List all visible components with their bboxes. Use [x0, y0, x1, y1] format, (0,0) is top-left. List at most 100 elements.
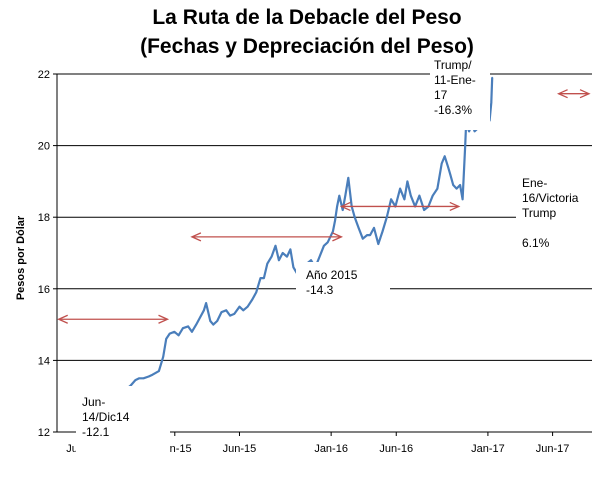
- data-point-17: [182, 327, 184, 330]
- arrow-head-left: [190, 232, 202, 242]
- arrow-head-left: [57, 314, 68, 324]
- data-point-66: [369, 234, 371, 236]
- chart-subtitle: (Fechas y Depreciación del Peso): [140, 35, 474, 58]
- data-point-40: [274, 245, 277, 247]
- data-point-85: [447, 166, 449, 168]
- data-point-62: [353, 216, 356, 218]
- data-point-54: [332, 230, 334, 233]
- data-point-73: [399, 187, 401, 190]
- y-tick-label-12: 12: [38, 427, 50, 439]
- data-point-22: [203, 309, 205, 312]
- data-point-25: [212, 323, 215, 326]
- data-point-42: [281, 252, 284, 254]
- data-point-36: [259, 277, 262, 279]
- data-point-79: [423, 209, 425, 211]
- double-arrow-3: [556, 89, 591, 99]
- chart-title: La Ruta de la Debacle del Peso: [152, 6, 462, 29]
- data-point-69: [381, 230, 384, 233]
- data-point-29: [229, 314, 231, 317]
- data-point-49: [310, 259, 312, 262]
- data-point-71: [390, 198, 392, 201]
- data-point-9: [147, 375, 150, 378]
- data-point-10: [151, 373, 154, 376]
- y-tick-label-18: 18: [38, 212, 50, 224]
- arrow-head-right: [579, 89, 591, 99]
- data-point-84: [443, 155, 446, 158]
- data-point-76: [410, 194, 412, 197]
- y-tick-label-14: 14: [38, 355, 50, 367]
- data-point-60: [347, 177, 350, 179]
- data-point-65: [366, 234, 368, 236]
- y-tick-label-16: 16: [38, 284, 50, 296]
- data-point-26: [216, 320, 218, 322]
- data-point-13: [165, 338, 167, 340]
- data-point-82: [436, 187, 439, 190]
- y-axis-label: Pesos por Dólar: [15, 215, 27, 300]
- data-point-52: [323, 245, 325, 247]
- series-line-0: [108, 77, 494, 396]
- data-point-39: [270, 255, 273, 258]
- data-point-15: [173, 331, 176, 333]
- y-tick-label-22: 22: [38, 69, 50, 81]
- data-point-67: [373, 227, 375, 229]
- data-point-100: [490, 101, 493, 104]
- arrow-head-right: [332, 232, 344, 242]
- data-point-18: [187, 325, 189, 328]
- gridlines: [57, 73, 592, 361]
- data-point-34: [251, 298, 254, 301]
- data-point-68: [377, 243, 380, 245]
- annotation-trump-11ene17: Trump/ 11-Ene- 17 -16.3%: [430, 58, 490, 130]
- data-point-41: [278, 259, 280, 262]
- data-point-89: [459, 184, 461, 186]
- data-point-87: [452, 184, 455, 186]
- data-point-23: [205, 302, 207, 304]
- data-point-44: [289, 248, 292, 251]
- arrows-group: [57, 89, 591, 324]
- data-point-59: [344, 194, 347, 197]
- data-point-93: [468, 130, 470, 133]
- data-point-20: [195, 323, 197, 326]
- data-point-56: [336, 205, 338, 208]
- data-point-45: [292, 266, 295, 269]
- data-point-64: [362, 237, 364, 240]
- double-arrow-2: [339, 201, 461, 212]
- data-point-53: [326, 241, 329, 244]
- arrow-head-right: [449, 201, 461, 212]
- x-tick-label-Jan-16: Jan-16: [314, 443, 348, 455]
- data-point-30: [233, 313, 236, 315]
- data-point-95: [473, 130, 476, 133]
- data-point-78: [418, 194, 421, 197]
- data-point-32: [242, 309, 245, 312]
- data-point-38: [266, 262, 269, 265]
- data-point-31: [238, 305, 241, 308]
- data-point-88: [455, 187, 458, 190]
- data-point-16: [177, 334, 180, 337]
- x-tick-label-Jun-17: Jun-17: [536, 443, 570, 455]
- data-point-8: [142, 377, 145, 380]
- double-arrow-0: [57, 314, 170, 324]
- data-point-37: [263, 277, 265, 279]
- x-tick-label-Jun-15: Jun-15: [223, 443, 257, 455]
- data-point-75: [406, 180, 409, 183]
- data-point-19: [191, 331, 193, 333]
- double-arrow-1: [190, 232, 344, 242]
- arrow-head-right: [158, 314, 170, 324]
- arrow-head-left: [556, 89, 568, 99]
- data-point-24: [209, 320, 212, 322]
- data-point-70: [386, 216, 388, 218]
- annotation-jun14-dic14: Jun- 14/Dic14 -12.1: [76, 386, 170, 468]
- arrow-head-left: [339, 201, 351, 212]
- data-point-14: [168, 332, 171, 335]
- data-point-81: [431, 194, 434, 197]
- data-point-86: [449, 173, 452, 175]
- annotation-ene16-victoria-trump: Ene- 16/Victoria Trump 6.1%: [516, 176, 602, 266]
- y-tick-label-20: 20: [38, 141, 50, 153]
- data-point-51: [318, 255, 321, 258]
- annotation-2015: Año 2015 -14.3: [296, 262, 390, 316]
- data-point-27: [220, 311, 223, 313]
- data-point-28: [225, 309, 227, 312]
- x-tick-label-Jan-17: Jan-17: [471, 443, 505, 455]
- x-tick-label-Jun-16: Jun-16: [379, 443, 413, 455]
- data-point-83: [440, 162, 443, 165]
